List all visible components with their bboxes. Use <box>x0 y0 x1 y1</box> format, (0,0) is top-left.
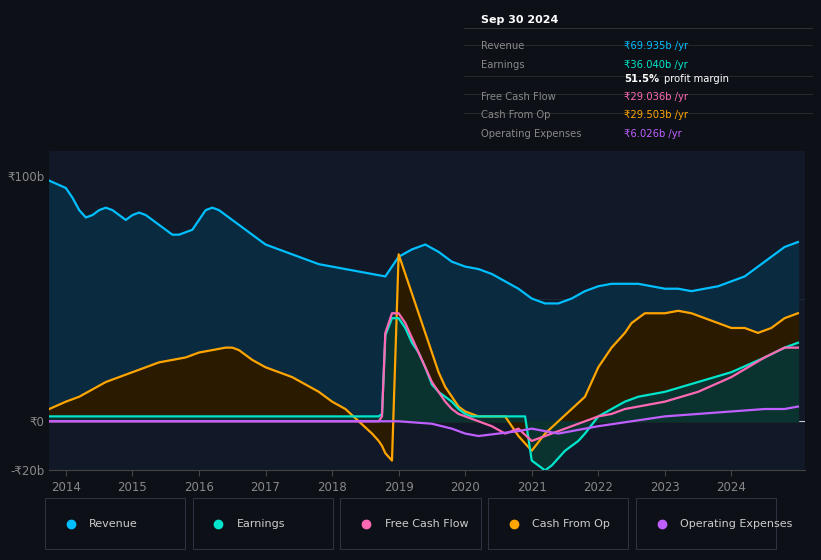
Text: ₹29.036b /yr: ₹29.036b /yr <box>624 92 688 102</box>
Text: Operating Expenses: Operating Expenses <box>681 519 792 529</box>
Text: profit margin: profit margin <box>664 74 730 84</box>
Text: ₹36.040b /yr: ₹36.040b /yr <box>624 60 688 71</box>
Text: 51.5%: 51.5% <box>624 74 659 84</box>
Text: Cash From Op: Cash From Op <box>481 110 551 120</box>
Text: Operating Expenses: Operating Expenses <box>481 129 582 139</box>
Text: Sep 30 2024: Sep 30 2024 <box>481 15 558 25</box>
Text: Earnings: Earnings <box>237 519 286 529</box>
Text: Revenue: Revenue <box>481 41 525 52</box>
Text: ₹6.026b /yr: ₹6.026b /yr <box>624 129 682 139</box>
Text: Free Cash Flow: Free Cash Flow <box>385 519 468 529</box>
Text: ₹29.503b /yr: ₹29.503b /yr <box>624 110 688 120</box>
Text: Free Cash Flow: Free Cash Flow <box>481 92 556 102</box>
Text: Cash From Op: Cash From Op <box>533 519 610 529</box>
Text: Earnings: Earnings <box>481 60 525 71</box>
Text: ₹69.935b /yr: ₹69.935b /yr <box>624 41 689 52</box>
Text: Revenue: Revenue <box>89 519 138 529</box>
